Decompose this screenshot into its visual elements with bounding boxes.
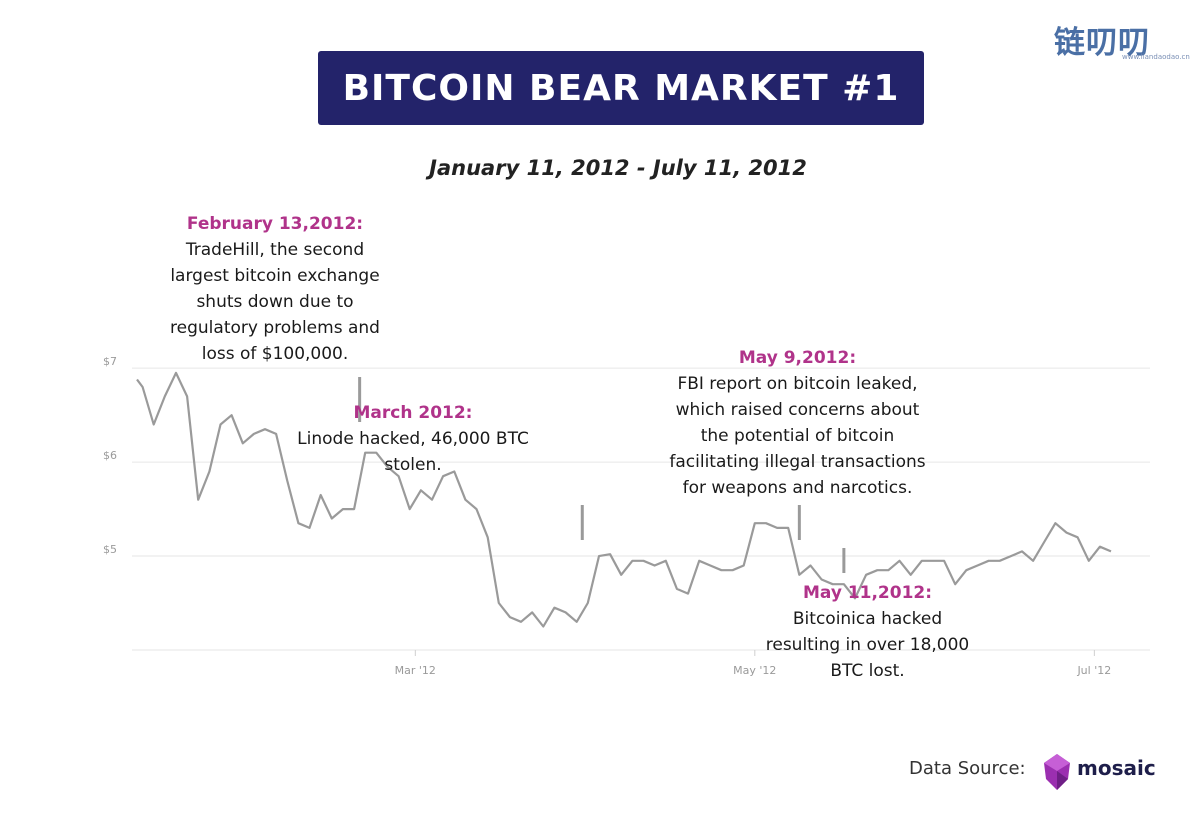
x-tick-label: May '12: [733, 664, 776, 677]
y-tick-label: $6: [103, 449, 117, 462]
annotation-may9-date: May 9,2012:: [738, 348, 857, 368]
annotation-may11-date: May 11,2012:: [802, 583, 933, 603]
annotation-may9-body: FBI report on bitcoin leaked, which rais…: [669, 374, 926, 498]
x-tick-label: Mar '12: [395, 664, 436, 677]
annotation-feb13: February 13,2012: TradeHill, the second …: [135, 211, 415, 367]
annotation-mar-body: Linode hacked, 46,000 BTC stolen.: [297, 429, 529, 475]
axis-ticks: $5 $6 $7 Mar '12 May '12 Jul '12: [103, 355, 1111, 677]
annotation-mar-date: March 2012:: [353, 403, 473, 423]
annotation-may9: May 9,2012: FBI report on bitcoin leaked…: [645, 345, 950, 501]
annotation-may11-body: Bitcoinica hacked resulting in over 18,0…: [765, 609, 970, 681]
y-tick-label: $5: [103, 543, 117, 556]
annotation-feb13-body: TradeHill, the second largest bitcoin ex…: [170, 240, 380, 364]
annotation-leaders: [358, 377, 846, 573]
corner-logo-url: www.liandaodao.cn: [1122, 53, 1190, 61]
corner-logo: 链叨叨: [1054, 25, 1150, 61]
gridlines: [132, 367, 1150, 651]
mosaic-gem-icon: [1044, 754, 1070, 790]
annotation-mar: March 2012: Linode hacked, 46,000 BTC st…: [268, 400, 558, 478]
title-banner: BITCOIN BEAR MARKET #1: [318, 51, 924, 125]
annotation-may11: May 11,2012: Bitcoinica hacked resulting…: [745, 580, 990, 684]
y-tick-label: $7: [103, 355, 117, 368]
x-tick-label: Jul '12: [1076, 664, 1111, 677]
price-series-line: [136, 371, 1112, 628]
annotation-feb13-date: February 13,2012:: [186, 214, 364, 234]
data-source-brand: mosaic: [1077, 756, 1156, 780]
chart-subtitle: January 11, 2012 - July 11, 2012: [429, 156, 807, 180]
data-source-label: Data Source:: [909, 758, 1026, 779]
chart-title: BITCOIN BEAR MARKET #1: [342, 67, 900, 109]
